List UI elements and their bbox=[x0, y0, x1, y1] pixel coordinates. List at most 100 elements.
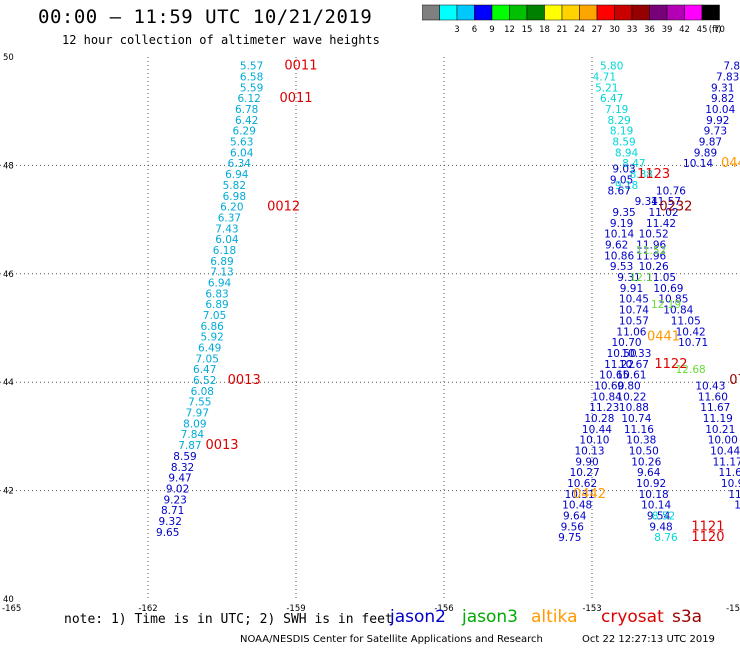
wave-height-point: 10.60 bbox=[594, 380, 624, 392]
wave-height-point: 10.62 bbox=[567, 478, 597, 490]
wave-height-point: 10.43 bbox=[695, 380, 725, 392]
time-label: 0012 bbox=[267, 200, 300, 215]
y-tick-label: 50 bbox=[3, 53, 14, 63]
wave-height-point: 12.19 bbox=[651, 299, 681, 311]
axis-ticks: -165 -162 -159 -156 -153 -15 40 42 44 46 48 50 bbox=[2, 53, 740, 614]
wave-height-point: 8.76 bbox=[654, 532, 678, 544]
wave-height-point: 6.47 bbox=[600, 93, 623, 105]
wave-height-point: 10.50 bbox=[629, 445, 659, 457]
wave-height-point: 9.31 bbox=[617, 272, 640, 284]
wave-height-point: 10.86 bbox=[604, 250, 634, 262]
wave-height-point: 11.17 bbox=[713, 456, 740, 468]
wave-height-point: 10.69 bbox=[653, 283, 683, 295]
wave-height-point: 7.84 bbox=[181, 429, 205, 441]
wave-height-point: 6.34 bbox=[228, 158, 252, 170]
wave-height-point: 7.05 bbox=[203, 310, 226, 322]
wave-height-point: 9.91 bbox=[620, 283, 643, 295]
wave-height-point: 10.42 bbox=[676, 326, 706, 338]
wave-height-point: 10.70 bbox=[612, 337, 642, 349]
wave-height-point: 6.94 bbox=[225, 169, 249, 181]
wave-height-point: 10.50 bbox=[607, 348, 637, 360]
wave-height-point: 6.12 bbox=[237, 93, 260, 105]
wave-height-point: 7.83 bbox=[716, 72, 739, 84]
wave-height-point: 9.48 bbox=[649, 521, 672, 533]
scale-label: 12 bbox=[504, 25, 515, 34]
wave-height-point: 11.42 bbox=[646, 218, 676, 230]
wave-height-point: 8.52 bbox=[652, 511, 675, 523]
wave-height-point: 9.02 bbox=[166, 483, 189, 495]
wave-height-point: 11.05 bbox=[671, 315, 701, 327]
wave-height-point: 9.64 bbox=[563, 511, 587, 523]
wave-height-point: 6.98 bbox=[223, 191, 246, 203]
legend-jason2: jason2 bbox=[390, 607, 446, 627]
wave-height-point: 6.86 bbox=[200, 321, 224, 333]
y-tick-label: 46 bbox=[3, 270, 14, 280]
wave-height-point: 10.74 bbox=[619, 305, 649, 317]
wave-height-point: 5.57 bbox=[240, 61, 263, 73]
scale-label: 21 bbox=[557, 25, 568, 34]
wave-height-point: 11.60 bbox=[698, 391, 728, 403]
wave-height-point: 10.85 bbox=[658, 294, 688, 306]
wave-height-point: 12.68 bbox=[676, 364, 706, 376]
wave-height-point: 10.14 bbox=[604, 229, 634, 241]
wave-height-point: 8.71 bbox=[161, 505, 184, 517]
wave-height-point: 6.42 bbox=[235, 115, 258, 127]
time-label: 0013 bbox=[228, 373, 261, 388]
scale-label: 30 bbox=[609, 25, 620, 34]
legend-s3a: s3a bbox=[672, 607, 703, 627]
wave-height-point: 11.23 bbox=[589, 402, 619, 414]
wave-height-point: 5.59 bbox=[240, 82, 263, 94]
wave-height-point: 8.67 bbox=[607, 185, 630, 197]
wave-height-point: 5.21 bbox=[595, 82, 618, 94]
scale-label: 45 bbox=[697, 25, 708, 34]
wave-height-point: 5.92 bbox=[200, 332, 223, 344]
wave-height-point: 8.09 bbox=[183, 418, 206, 430]
wave-height-point: 11.16 bbox=[624, 424, 654, 436]
wave-height-point: 10.00 bbox=[708, 435, 738, 447]
wave-height-point: 10.44 bbox=[710, 445, 740, 457]
x-tick-label: -162 bbox=[138, 604, 157, 614]
wave-height-point: 8.29 bbox=[607, 115, 630, 127]
x-tick-label: -15 bbox=[726, 604, 740, 614]
wave-height-point: 7.19 bbox=[605, 104, 628, 116]
wave-height-point: 5.80 bbox=[600, 61, 623, 73]
scale-label: 24 bbox=[574, 25, 585, 34]
x-tick-label: -159 bbox=[286, 604, 305, 614]
scale-label: 18 bbox=[539, 25, 550, 34]
wave-height-point: 10.88 bbox=[619, 402, 649, 414]
wave-height-point: 9.80 bbox=[617, 380, 640, 392]
wave-height-point: 6.29 bbox=[233, 126, 256, 138]
wave-height-point: 6.89 bbox=[210, 256, 233, 268]
generated-timestamp: Oct 22 12:27:13 UTC 2019 bbox=[582, 634, 715, 645]
wave-height-point: 9.53 bbox=[610, 261, 633, 273]
scale-label: 3 bbox=[454, 25, 459, 34]
wave-height-point: 9.65 bbox=[156, 527, 179, 539]
wave-height-point: 10.26 bbox=[631, 456, 661, 468]
wave-height-point: 6.94 bbox=[208, 277, 232, 289]
scale-label: 33 bbox=[627, 25, 638, 34]
credit-line: NOAA/NESDIS Center for Satellite Applica… bbox=[240, 634, 543, 645]
wave-height-point: 10.13 bbox=[575, 445, 605, 457]
wave-height-point: 9.47 bbox=[168, 473, 191, 485]
wave-height-point: 9.03 bbox=[612, 164, 635, 176]
wave-height-point: 7.85 bbox=[723, 61, 740, 73]
wave-height-point: 9.32 bbox=[159, 516, 182, 528]
wave-height-point: 9.31 bbox=[711, 82, 734, 94]
time-label: 1122 bbox=[654, 357, 687, 372]
wave-height-point: 1 bbox=[734, 500, 740, 512]
wave-height-point: 9.82 bbox=[711, 93, 734, 105]
wave-height-point: 9.35 bbox=[612, 207, 635, 219]
wave-height-point: 7.87 bbox=[178, 440, 201, 452]
wave-height-point: 10.27 bbox=[570, 467, 600, 479]
wave-height-point: 9.05 bbox=[610, 174, 633, 186]
scale-label: 39 bbox=[662, 25, 673, 34]
x-tick-label: -165 bbox=[2, 604, 21, 614]
wave-height-point: 6.78 bbox=[235, 104, 258, 116]
wave-height-point: 6.52 bbox=[193, 375, 216, 387]
wave-height-point: 10.45 bbox=[619, 294, 649, 306]
wave-height-point: 8.19 bbox=[610, 126, 633, 138]
scale-unit: (ft) bbox=[709, 25, 722, 34]
time-label: 1120 bbox=[691, 530, 724, 545]
time-label: 1121 bbox=[691, 519, 724, 534]
